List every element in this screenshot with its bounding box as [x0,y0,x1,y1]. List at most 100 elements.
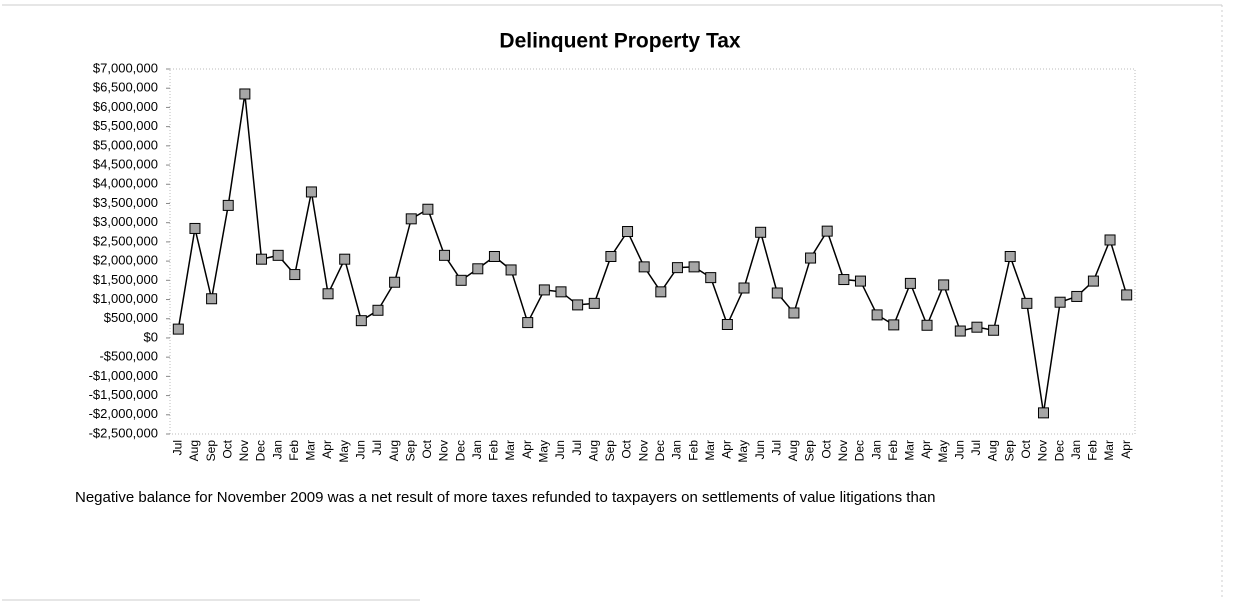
x-tick-label: Aug [786,440,800,461]
y-tick-label: $6,000,000 [93,99,158,114]
x-tick-label: Jan [869,440,883,459]
marker [1104,234,1116,246]
x-tick-label: Dec [453,440,467,461]
y-tick-label: $5,000,000 [93,137,158,152]
x-tick-label: Oct [420,439,434,458]
marker [755,226,767,238]
marker [355,315,367,327]
x-tick-label: Mar [903,440,917,461]
marker [172,323,184,335]
marker [372,304,384,316]
x-tick-label: Aug [187,440,201,461]
x-tick-label: Jul [969,440,983,455]
y-tick-label: $1,000,000 [93,291,158,306]
x-tick-label: Dec [254,440,268,461]
x-tick-label: Jul [170,440,184,455]
marker [1004,250,1016,262]
marker [439,249,451,261]
marker [289,269,301,281]
marker [1037,407,1049,419]
x-tick-label: Sep [204,440,218,462]
marker [771,287,783,299]
x-tick-label: Jan [470,440,484,459]
marker [572,299,584,311]
x-tick-label: May [537,440,551,463]
y-tick-label: -$1,000,000 [89,368,158,383]
marker [239,88,251,100]
marker [954,325,966,337]
marker [189,222,201,234]
marker [322,288,334,300]
y-tick-label: -$2,000,000 [89,406,158,421]
x-tick-label: Mar [503,440,517,461]
marker [838,274,850,286]
x-tick-label: May [337,440,351,463]
marker [638,261,650,273]
marker [1071,290,1083,302]
y-tick-label: $2,500,000 [93,233,158,248]
marker [705,272,717,284]
y-tick-label: $4,500,000 [93,156,158,171]
x-tick-label: Jul [769,440,783,455]
annotation: Negative balance for November 2009 was a… [75,489,936,506]
y-tick-label: $3,500,000 [93,195,158,210]
y-tick-label: $2,000,000 [93,253,158,268]
x-tick-label: Dec [1052,440,1066,461]
marker [538,284,550,296]
x-tick-label: Apr [320,440,334,459]
x-tick-label: Jul [370,440,384,455]
marker [788,307,800,319]
y-tick-label: $6,500,000 [93,80,158,95]
x-tick-label: Dec [653,440,667,461]
x-tick-label: Nov [636,440,650,461]
x-tick-label: Sep [1002,440,1016,462]
marker [1054,296,1066,308]
marker [688,261,700,273]
marker [988,324,1000,336]
x-tick-label: Apr [1119,440,1133,459]
marker [671,262,683,274]
marker [222,199,234,211]
marker [1121,289,1133,301]
x-tick-label: Dec [853,440,867,461]
x-tick-label: Oct [1019,439,1033,458]
x-tick-label: Sep [603,440,617,462]
y-tick-label: $0 [144,329,158,344]
marker [272,249,284,261]
marker [522,317,534,329]
x-tick-label: Nov [1036,440,1050,461]
x-tick-label: Apr [919,440,933,459]
y-tick-label: -$2,500,000 [89,425,158,440]
marker [389,276,401,288]
x-tick-label: Jan [670,440,684,459]
marker [1021,297,1033,309]
marker [455,274,467,286]
x-tick-label: Nov [237,440,251,461]
x-tick-label: Feb [686,440,700,461]
marker [488,250,500,262]
marker [904,277,916,289]
x-tick-label: Jul [570,440,584,455]
y-tick-label: $3,000,000 [93,214,158,229]
y-tick-label: $5,500,000 [93,118,158,133]
y-tick-label: $500,000 [104,310,158,325]
x-tick-label: Apr [520,440,534,459]
x-tick-label: Oct [620,439,634,458]
y-tick-label: $1,500,000 [93,272,158,287]
marker [305,186,317,198]
x-tick-label: May [936,440,950,463]
x-tick-label: Nov [836,440,850,461]
x-tick-label: May [736,440,750,463]
x-tick-label: Feb [287,440,301,461]
marker [1087,275,1099,287]
series-line [177,93,1128,413]
marker [472,263,484,275]
x-tick-label: Aug [586,440,600,461]
marker [971,321,983,333]
marker [505,264,517,276]
marker [721,319,733,330]
marker [854,275,866,287]
marker [256,253,268,265]
x-tick-label: Oct [819,439,833,458]
